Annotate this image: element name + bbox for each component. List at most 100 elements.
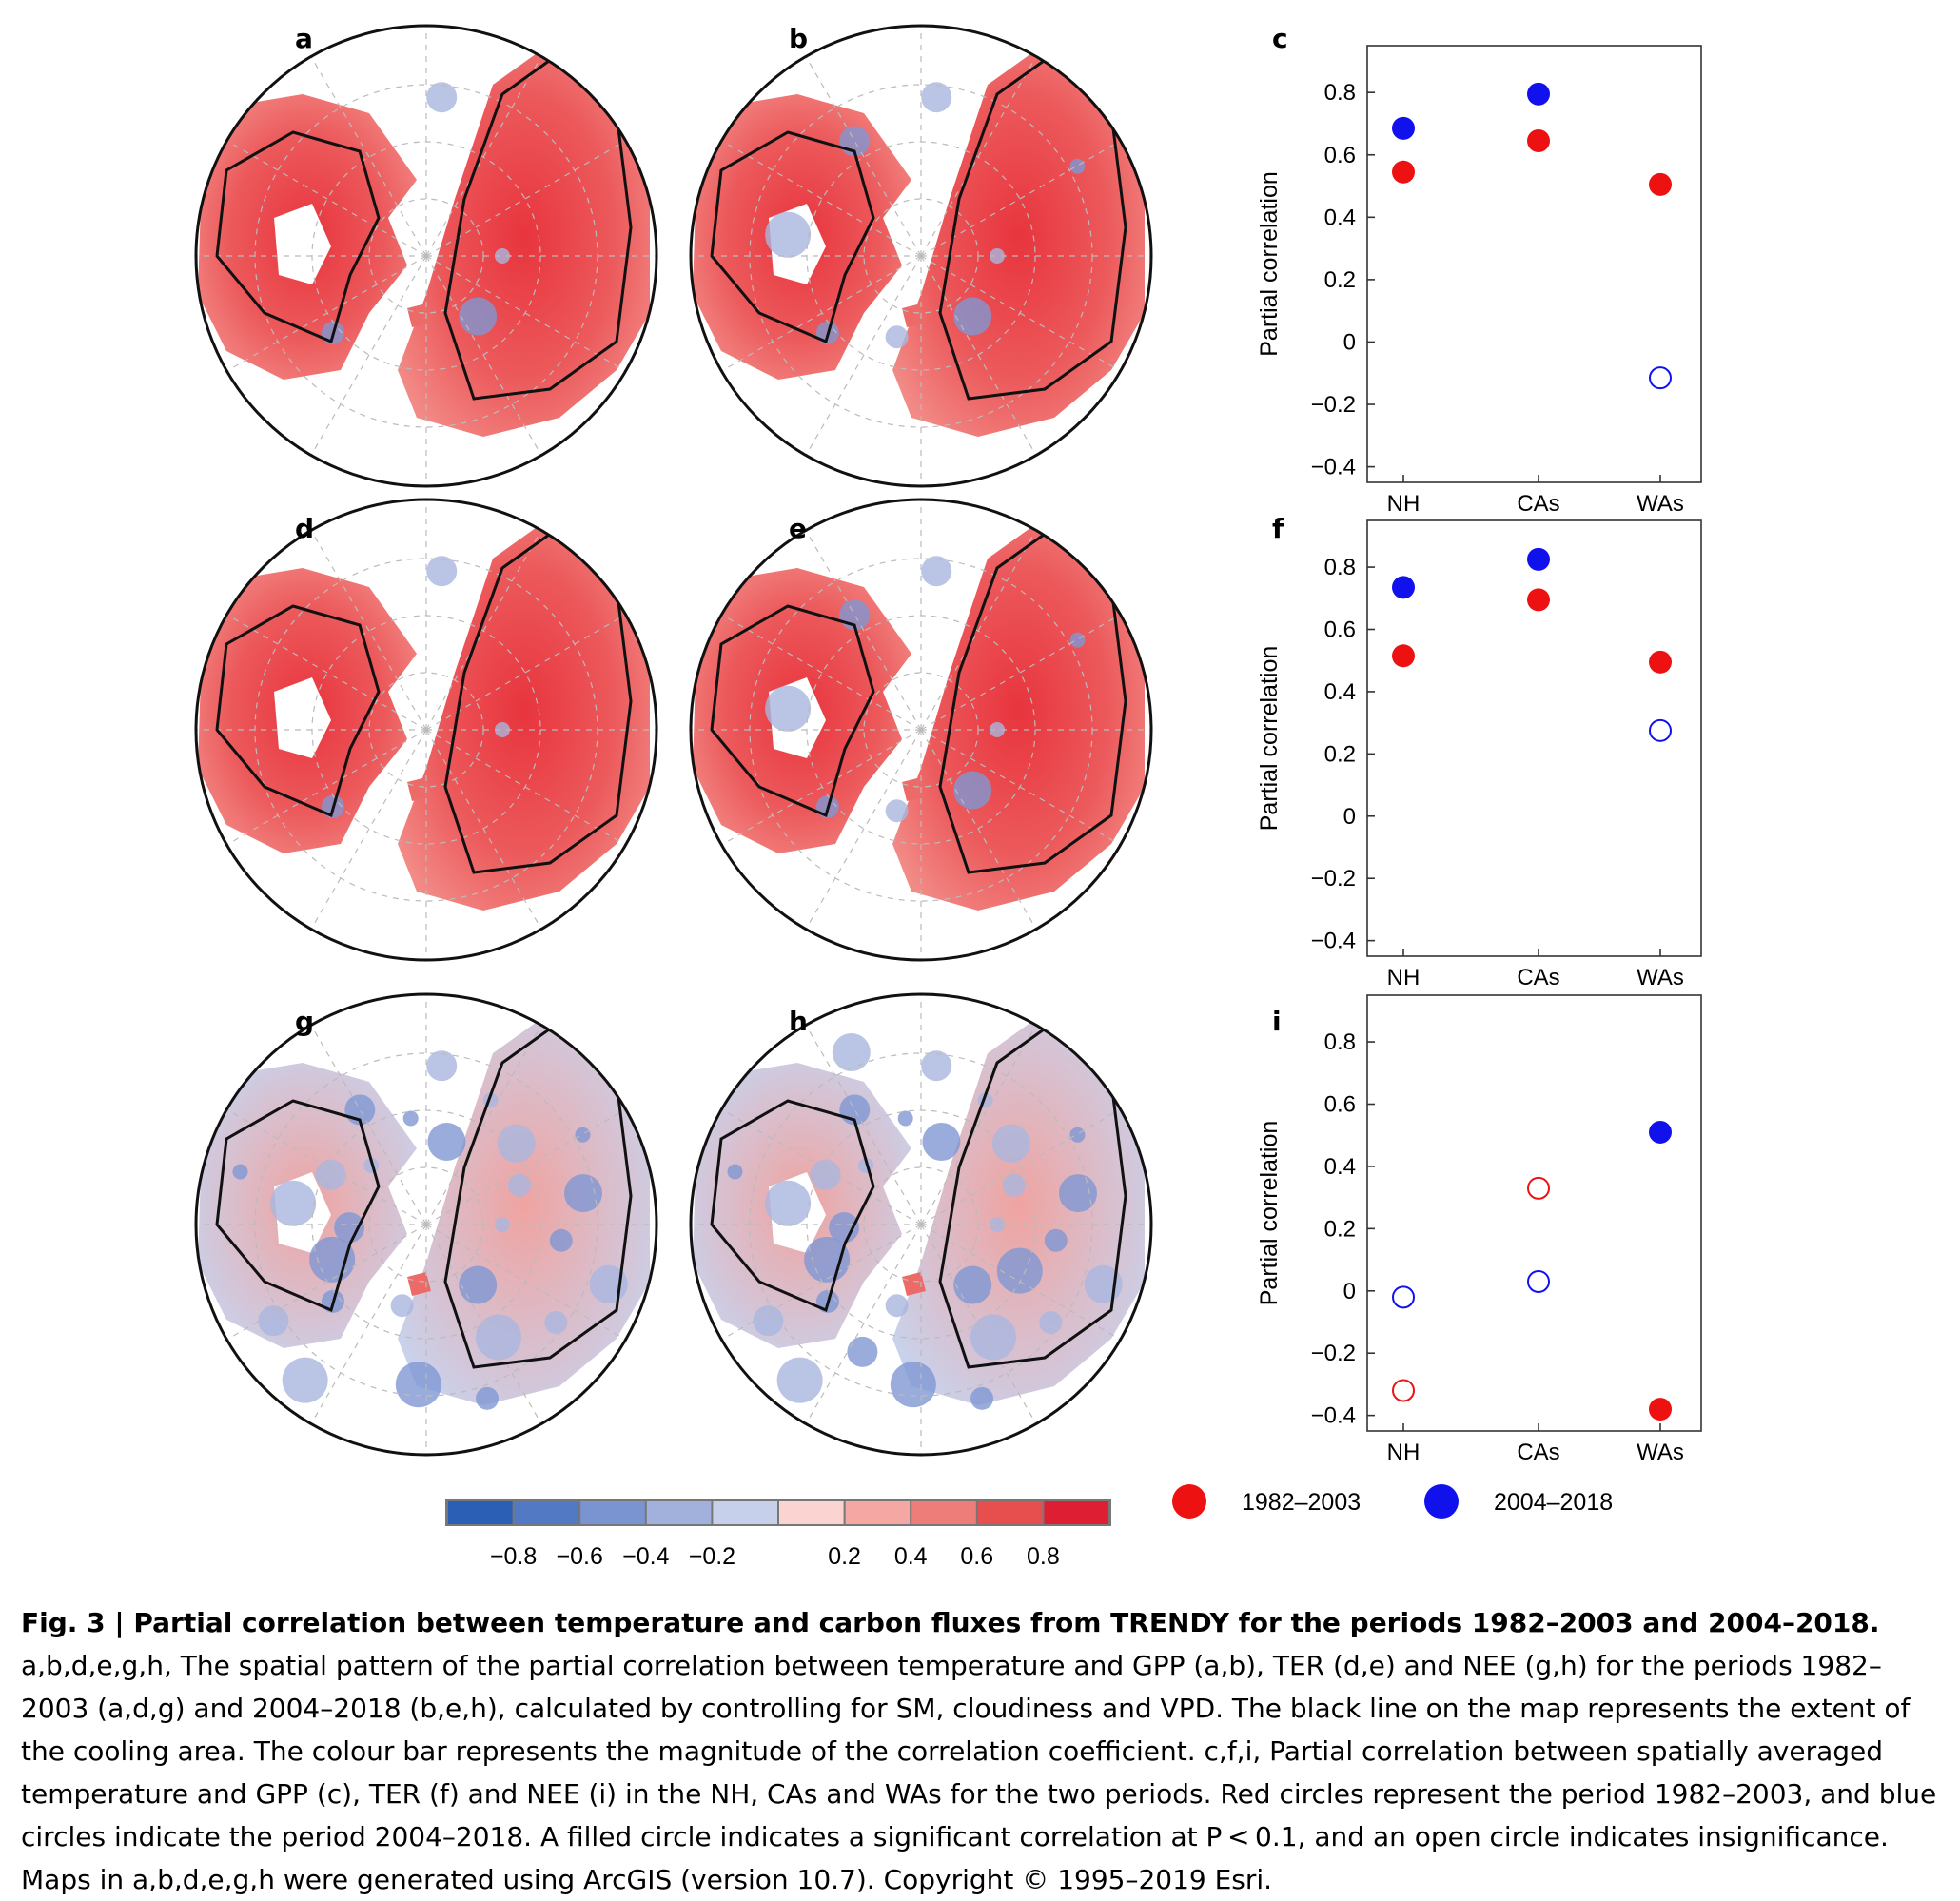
- y-tick-label: 0.8: [1324, 1029, 1356, 1055]
- panel-label: g: [295, 1006, 314, 1037]
- y-tick-label: 0.6: [1324, 617, 1356, 643]
- colorbar-tick-label: −0.4: [622, 1543, 669, 1570]
- data-point-2004-2018-NH: [1392, 1285, 1415, 1309]
- legend-marker: [1424, 1484, 1459, 1519]
- panel-label: b: [789, 23, 808, 54]
- data-point-1982-2003-NH: [1392, 644, 1415, 668]
- colorbar-tick-label: 0.6: [960, 1543, 993, 1570]
- chart-panel-f: −0.4 −0.2 0 0.2 0.4 0.6 0.8 NH CAs WAs Partial cor…: [1256, 513, 1702, 990]
- y-axis-label: Partial correlation: [1256, 1121, 1283, 1306]
- colorbar-cell: [911, 1501, 976, 1524]
- colorbar-cell: [1044, 1501, 1108, 1524]
- y-tick-label: 0.4: [1324, 679, 1356, 705]
- x-tick-label: NH: [1387, 491, 1421, 517]
- data-point-2004-2018-CAs: [1527, 547, 1550, 571]
- colorbar-tick-label: −0.2: [689, 1543, 735, 1570]
- colorbar-cell: [845, 1501, 911, 1524]
- map-border: [194, 992, 658, 1457]
- map-panel-e: e: [689, 498, 1153, 962]
- y-tick-label: 0.2: [1324, 1216, 1356, 1242]
- land-eurasia: [398, 511, 650, 911]
- data-point-2004-2018-NH: [1392, 576, 1415, 599]
- panel-label: d: [295, 513, 314, 544]
- map-border: [194, 24, 658, 488]
- caption-body: a,b,d,e,g,h, The spatial pattern of the …: [21, 1650, 1937, 1895]
- y-tick-label: −0.2: [1311, 1341, 1356, 1366]
- figure: a b d e g h −0.4 −0.2 0 0.2 0.4 0.6 0.8 NH CAs WAs Part…: [194, 23, 1702, 1570]
- y-tick-label: 0.6: [1324, 1092, 1356, 1118]
- map-panel-a: a: [194, 23, 658, 488]
- panel-label: a: [295, 23, 313, 54]
- data-point-2004-2018-WAs: [1649, 718, 1672, 742]
- colorbar: −0.8 −0.6 −0.4 −0.2 0.2 0.4 0.6 0.8: [445, 1499, 1111, 1570]
- map-border: [194, 498, 658, 962]
- charts-layer: −0.4 −0.2 0 0.2 0.4 0.6 0.8 NH CAs WAs Partial cor…: [1256, 23, 1702, 1465]
- panel-label: e: [789, 513, 807, 544]
- colorbar-tick-label: −0.8: [490, 1543, 537, 1570]
- y-tick-label: −0.2: [1311, 866, 1356, 892]
- y-tick-label: 0.6: [1324, 143, 1356, 168]
- map-panel-g: g: [194, 992, 658, 1457]
- x-tick-label: CAs: [1517, 1440, 1559, 1465]
- chart-panel-i: −0.4 −0.2 0 0.2 0.4 0.6 0.8 NH CAs WAs Partial cor…: [1256, 994, 1702, 1465]
- map-border: [689, 498, 1153, 962]
- y-axis-label: Partial correlation: [1256, 171, 1283, 357]
- y-tick-label: 0.2: [1324, 267, 1356, 293]
- colorbar-cell: [779, 1501, 844, 1524]
- plot-frame: [1366, 519, 1702, 957]
- map-panel-b: b: [689, 23, 1153, 488]
- land-eurasia: [398, 1006, 650, 1405]
- colorbar-cell: [646, 1501, 712, 1524]
- maps-layer: a b d e g h: [194, 23, 1153, 1457]
- panel-label: h: [789, 1006, 808, 1037]
- colorbar-cell: [977, 1501, 1043, 1524]
- data-point-2004-2018-WAs: [1649, 366, 1672, 390]
- y-axis-label: Partial correlation: [1256, 646, 1283, 832]
- y-tick-label: 0.4: [1324, 205, 1356, 230]
- data-point-2004-2018-CAs: [1527, 1269, 1550, 1293]
- map-border: [689, 24, 1153, 488]
- y-tick-label: 0.2: [1324, 741, 1356, 767]
- y-tick-label: −0.4: [1311, 455, 1356, 480]
- x-tick-label: NH: [1387, 1440, 1421, 1465]
- map-panel-d: d: [194, 498, 658, 962]
- land-eurasia: [892, 511, 1145, 911]
- legend: 1982–2003 2004–2018: [1172, 1484, 1613, 1519]
- plot-frame: [1366, 994, 1702, 1432]
- panel-label: c: [1272, 23, 1288, 54]
- y-tick-label: 0: [1343, 804, 1356, 830]
- colorbar-cell: [448, 1501, 513, 1524]
- land-eurasia: [398, 37, 650, 437]
- x-tick-label: WAs: [1637, 965, 1684, 990]
- plot-frame: [1366, 45, 1702, 483]
- y-tick-label: 0.8: [1324, 555, 1356, 580]
- caption-title: Fig. 3 | Partial correlation between tem…: [21, 1607, 1880, 1638]
- y-tick-label: −0.4: [1311, 929, 1356, 954]
- colorbar-tick-label: 0.8: [1027, 1543, 1060, 1570]
- panel-label: i: [1272, 1006, 1282, 1037]
- x-tick-label: CAs: [1517, 965, 1559, 990]
- x-tick-label: NH: [1387, 965, 1421, 990]
- colorbar-tick-label: −0.6: [557, 1543, 603, 1570]
- chart-panel-c: −0.4 −0.2 0 0.2 0.4 0.6 0.8 NH CAs WAs Partial cor…: [1256, 23, 1702, 517]
- land-eurasia: [892, 37, 1145, 437]
- y-tick-label: 0: [1343, 329, 1356, 355]
- data-point-2004-2018-CAs: [1527, 82, 1550, 106]
- data-point-2004-2018-NH: [1392, 116, 1415, 140]
- colorbar-cell: [713, 1501, 777, 1524]
- y-tick-label: 0: [1343, 1279, 1356, 1304]
- map-panel-h: h: [689, 992, 1153, 1457]
- x-tick-label: WAs: [1637, 1440, 1684, 1465]
- legend-label: 2004–2018: [1494, 1489, 1613, 1516]
- data-point-1982-2003-WAs: [1649, 172, 1672, 196]
- y-tick-label: 0.8: [1324, 80, 1356, 106]
- colorbar-cell: [514, 1501, 579, 1524]
- x-tick-label: WAs: [1637, 491, 1684, 517]
- legend-marker: [1172, 1484, 1206, 1519]
- x-tick-label: CAs: [1517, 491, 1559, 517]
- colorbar-tick-label: 0.2: [828, 1543, 861, 1570]
- data-point-1982-2003-NH: [1392, 160, 1415, 184]
- land-eurasia: [892, 1006, 1145, 1405]
- panel-label: f: [1272, 513, 1284, 544]
- data-point-1982-2003-CAs: [1527, 588, 1550, 612]
